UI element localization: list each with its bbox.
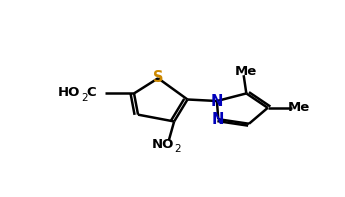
Text: N: N: [211, 94, 223, 109]
Text: C: C: [86, 86, 96, 99]
Text: 2: 2: [81, 93, 88, 102]
Text: NO: NO: [152, 138, 174, 151]
Text: N: N: [212, 112, 225, 127]
Text: S: S: [153, 71, 163, 85]
Text: Me: Me: [288, 101, 310, 114]
Text: 2: 2: [174, 144, 181, 154]
Text: Me: Me: [235, 65, 257, 78]
Text: HO: HO: [58, 86, 80, 99]
